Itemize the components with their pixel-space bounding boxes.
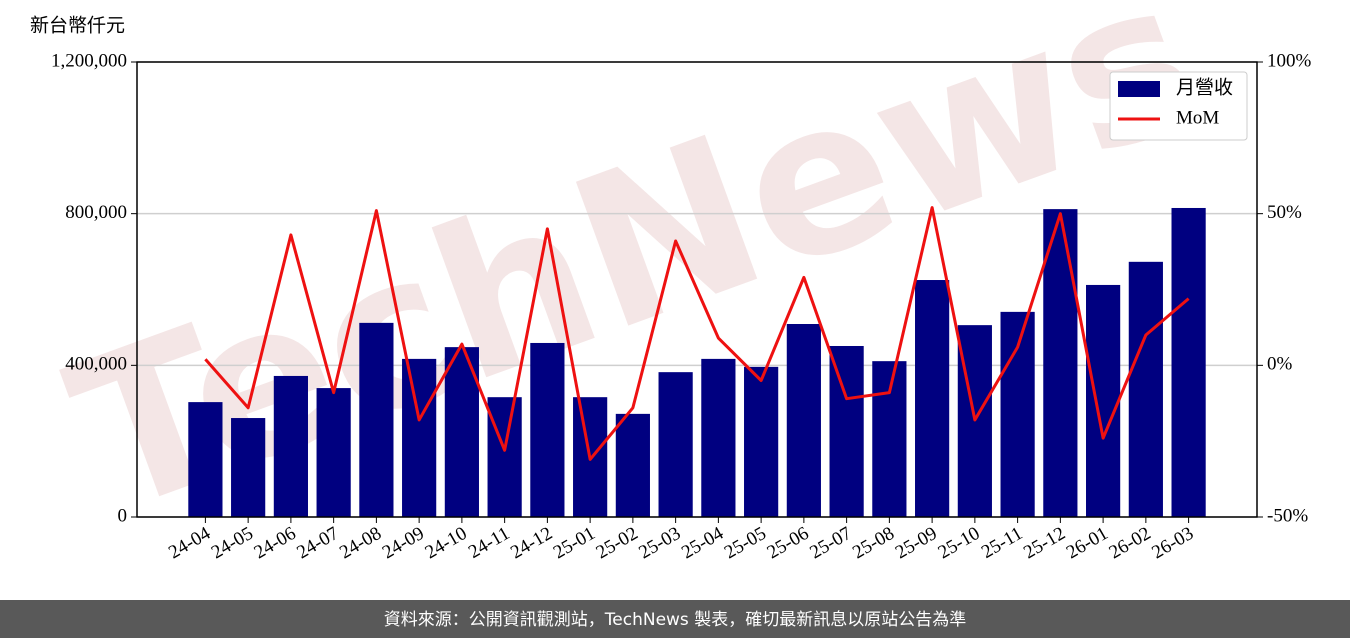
x-tick-label: 25-05 (721, 523, 770, 563)
bar (359, 322, 394, 517)
y2-tick-label: -50% (1267, 505, 1308, 526)
x-tick-label: 25-04 (678, 523, 727, 564)
x-tick-label: 25-11 (978, 523, 1026, 563)
bar (231, 418, 266, 517)
legend-label: 月營收 (1176, 76, 1233, 98)
bar (615, 413, 650, 517)
x-tick-label: 24-12 (507, 523, 556, 563)
x-tick-label: 25-12 (1020, 523, 1069, 563)
bar (786, 324, 821, 517)
y-tick-label: 0 (118, 505, 128, 526)
bar (402, 358, 437, 517)
y-tick-label: 800,000 (65, 202, 127, 223)
x-tick-label: 24-10 (422, 523, 471, 563)
bar (915, 280, 950, 517)
x-tick-label: 25-08 (849, 523, 898, 563)
bar (701, 358, 736, 517)
bar (530, 342, 565, 517)
x-tick-label: 26-01 (1063, 523, 1112, 563)
legend-label: MoM (1176, 107, 1219, 128)
x-tick-label: 24-07 (293, 523, 342, 563)
y2-tick-label: 50% (1267, 202, 1302, 223)
mom-line (204, 206, 1190, 461)
bar (188, 402, 223, 517)
bar (658, 372, 693, 517)
legend-swatch (1118, 81, 1160, 97)
bar (316, 388, 351, 517)
plot-frame (136, 61, 1258, 518)
x-tick-label: 25-10 (935, 523, 984, 563)
x-tick-label: 24-08 (336, 523, 385, 563)
bar (1086, 284, 1121, 517)
bar (273, 375, 308, 517)
x-tick-label: 25-02 (593, 523, 642, 563)
footer-bar (0, 600, 1350, 638)
y2-tick-label: 100% (1267, 50, 1312, 71)
x-tick-label: 25-03 (635, 523, 684, 563)
bar (1128, 261, 1163, 517)
x-tick-label: 24-06 (251, 523, 300, 563)
bar (1171, 207, 1206, 517)
bar (487, 397, 522, 517)
y-tick-label: 400,000 (65, 354, 127, 375)
x-tick-label: 26-02 (1106, 523, 1155, 563)
x-tick-label: 24-09 (379, 523, 428, 563)
bar (829, 345, 864, 517)
y-tick-label: 1,200,000 (51, 50, 127, 71)
bar (744, 366, 779, 517)
x-tick-label: 25-09 (892, 523, 941, 563)
x-tick-label: 26-03 (1148, 523, 1197, 563)
x-tick-label: 25-01 (550, 523, 599, 563)
y-axis-label: 新台幣仟元 (30, 14, 125, 36)
source-note: 資料來源：公開資訊觀測站，TechNews 製表，確切最新訊息以原站公告為準 (384, 610, 966, 630)
y2-tick-label: 0% (1267, 354, 1293, 375)
x-tick-label: 25-07 (806, 523, 855, 563)
bar (872, 361, 907, 517)
x-tick-label: 25-06 (764, 523, 813, 563)
legend: 月營收 MoM (1109, 71, 1248, 141)
bar (1043, 209, 1078, 517)
x-tick-label: 24-11 (465, 523, 513, 563)
